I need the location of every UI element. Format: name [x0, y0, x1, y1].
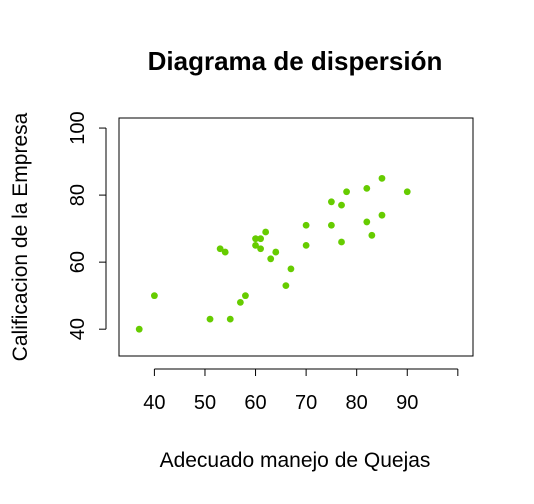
x-axis-label: Adecuado manejo de Quejas	[160, 449, 431, 472]
data-points	[135, 174, 411, 333]
data-point	[363, 184, 371, 192]
x-tick-label: 90	[396, 392, 418, 414]
y-tick-label: 40	[67, 318, 89, 340]
data-point	[135, 325, 143, 333]
x-tick-label: 70	[295, 392, 317, 414]
y-tick-label: 80	[67, 184, 89, 206]
data-point	[302, 241, 310, 249]
data-point	[328, 198, 335, 206]
data-point	[206, 315, 214, 323]
data-point	[252, 235, 259, 243]
data-point	[282, 282, 290, 290]
data-point	[338, 238, 345, 246]
data-point	[343, 188, 350, 196]
x-tick-label: 50	[194, 392, 216, 414]
data-point	[403, 188, 411, 196]
data-point	[368, 231, 376, 239]
x-tick-label: 80	[346, 392, 368, 414]
data-point	[257, 245, 264, 253]
y-tick-label: 100	[67, 111, 89, 144]
data-point	[257, 235, 264, 243]
data-point	[378, 174, 386, 182]
x-axis: 40 50 60 70 80 90	[143, 368, 459, 414]
data-point	[252, 241, 259, 249]
data-point	[226, 315, 234, 323]
data-point	[216, 245, 224, 253]
x-tick-label: 60	[244, 392, 266, 414]
data-point	[363, 218, 371, 226]
data-point	[221, 248, 229, 256]
data-point	[302, 221, 310, 229]
data-point	[272, 248, 280, 256]
chart-title: Diagrama de dispersión	[148, 46, 443, 76]
data-point	[378, 211, 386, 219]
data-point	[338, 201, 345, 209]
y-tick-label: 60	[67, 251, 89, 273]
plot-area-frame	[118, 117, 474, 357]
y-axis-label: Calificacion de la Empresa	[9, 112, 32, 361]
data-point	[287, 265, 295, 273]
data-point	[151, 292, 158, 300]
y-axis: 40 60 80 100	[67, 111, 107, 340]
data-point	[267, 255, 275, 263]
data-point	[328, 221, 335, 229]
data-point	[262, 228, 270, 236]
data-point	[236, 298, 244, 306]
data-point	[242, 292, 249, 300]
x-tick-label: 40	[143, 392, 165, 414]
